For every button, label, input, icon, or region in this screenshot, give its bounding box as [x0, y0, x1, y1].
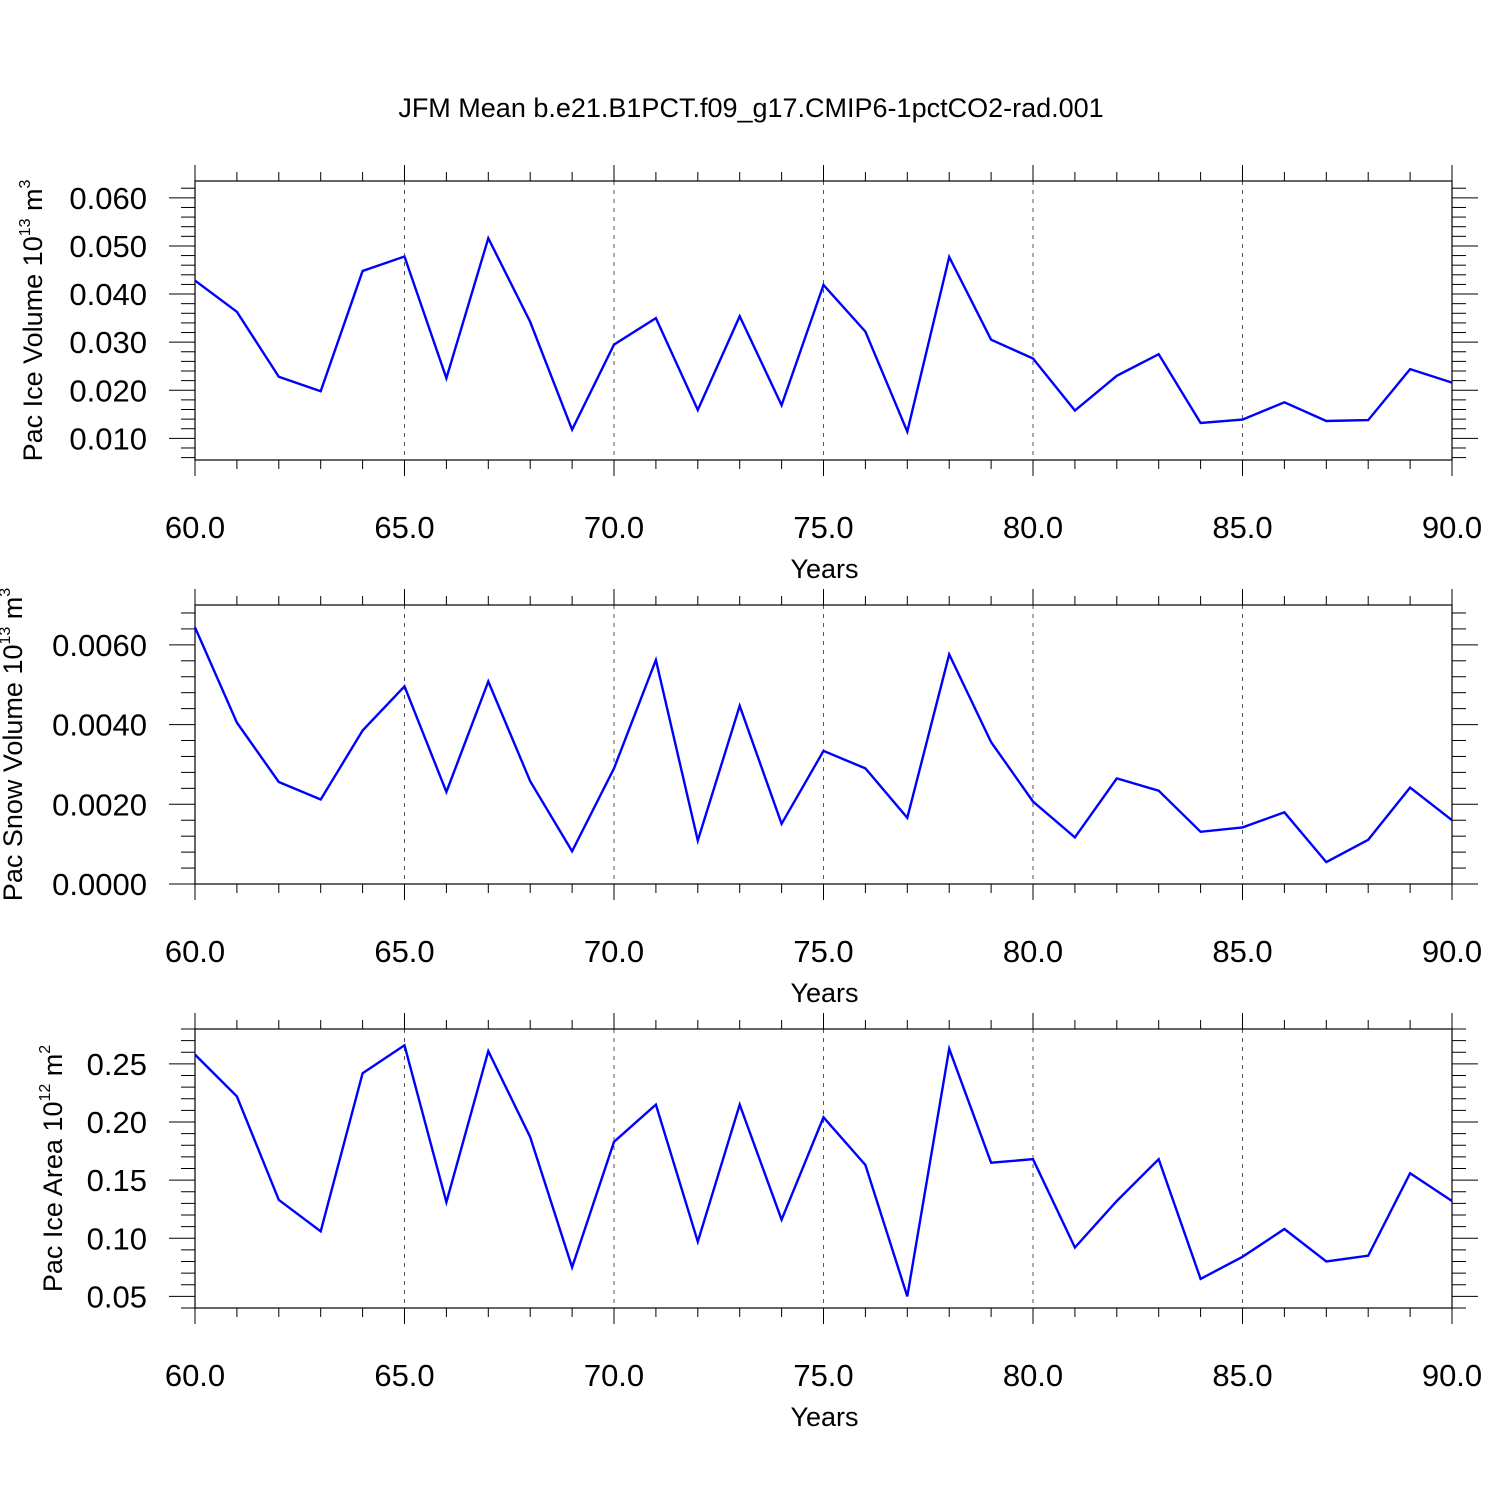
y-tick-label: 0.020 [69, 373, 147, 408]
x-tick-label: 75.0 [793, 510, 853, 545]
series-line [193, 626, 1453, 864]
x-tick-label: 60.0 [165, 510, 225, 545]
x-tick-label: 85.0 [1212, 1358, 1272, 1393]
y-axis-label-sup: 13 [17, 218, 34, 236]
x-axis-label: Years [790, 978, 858, 1008]
y-axis-label: Pac Ice Volume 1013 m3 [17, 179, 48, 461]
y-tick-label: 0.060 [69, 181, 147, 216]
x-axis-label: Years [790, 554, 858, 584]
y-tick-label: 0.050 [69, 229, 147, 264]
series-line [194, 234, 1453, 436]
x-tick-label: 65.0 [374, 1358, 434, 1393]
y-tick-label: 0.0060 [52, 628, 147, 663]
x-tick-label: 75.0 [793, 934, 853, 969]
panel-1: 60.0 65.0 70.0 75.0 80.0 85.0 90.0 0.010 0.020 0.… [17, 165, 1482, 584]
x-tick-label: 60.0 [165, 934, 225, 969]
y-axis-label-sup: 12 [37, 1084, 54, 1102]
x-tick-label: 65.0 [374, 510, 434, 545]
x-tick-label: 75.0 [793, 1358, 853, 1393]
y-axis-label-part: m [38, 1054, 68, 1084]
y-axis-label-part: m [0, 597, 28, 627]
x-tick-label: 70.0 [584, 934, 644, 969]
x-tick-label: 60.0 [165, 1358, 225, 1393]
panel-2: 60.0 65.0 70.0 75.0 80.0 85.0 90.0 0.0000 0.0020… [0, 588, 1482, 1008]
y-axis-label-sup: 13 [0, 627, 14, 645]
y-axis-label-sup: 3 [0, 588, 14, 597]
y-tick-label: 0.25 [87, 1047, 147, 1082]
y-axis-label-sup: 3 [17, 179, 34, 188]
y-axis-label: Pac Ice Area 1012 m2 [37, 1045, 68, 1292]
y-axis-label: Pac Snow Volume 1013 m3 [0, 588, 28, 901]
y-tick-label: 0.15 [87, 1163, 147, 1198]
series-line [194, 1043, 1453, 1297]
y-tick-label: 0.030 [69, 325, 147, 360]
y-tick-label: 0.10 [87, 1221, 147, 1256]
panel-3: 60.0 65.0 70.0 75.0 80.0 85.0 90.0 0.05 0.10 0.15… [37, 1013, 1482, 1432]
y-tick-label: 0.0000 [52, 867, 147, 902]
y-tick-label: 0.0040 [52, 708, 147, 743]
x-tick-label: 85.0 [1212, 934, 1272, 969]
x-tick-label: 80.0 [1003, 510, 1063, 545]
x-tick-label: 85.0 [1212, 510, 1272, 545]
x-tick-label: 70.0 [584, 1358, 644, 1393]
y-tick-label: 0.040 [69, 277, 147, 312]
y-tick-label: 0.0020 [52, 787, 147, 822]
y-axis-label-part: Pac Snow Volume 10 [0, 645, 28, 902]
x-tick-label: 65.0 [374, 934, 434, 969]
y-axis-label-part: Pac Ice Area 10 [38, 1102, 68, 1293]
y-tick-label: 0.010 [69, 421, 147, 456]
y-axis-label-sup: 2 [37, 1045, 54, 1054]
x-tick-label: 70.0 [584, 510, 644, 545]
x-tick-label: 90.0 [1422, 934, 1482, 969]
y-tick-label: 0.05 [87, 1279, 147, 1314]
y-axis-label-part: m [18, 188, 48, 218]
panels: 60.0 65.0 70.0 75.0 80.0 85.0 90.0 0.010 0.020 0.… [0, 165, 1482, 1432]
x-tick-label: 90.0 [1422, 1358, 1482, 1393]
y-tick-label: 0.20 [87, 1105, 147, 1140]
figure-title: JFM Mean b.e21.B1PCT.f09_g17.CMIP6-1pctC… [398, 93, 1103, 123]
x-tick-label: 80.0 [1003, 1358, 1063, 1393]
x-tick-label: 80.0 [1003, 934, 1063, 969]
x-axis-label: Years [790, 1402, 858, 1432]
x-tick-label: 90.0 [1422, 510, 1482, 545]
y-axis-label-part: Pac Ice Volume 10 [18, 236, 48, 461]
